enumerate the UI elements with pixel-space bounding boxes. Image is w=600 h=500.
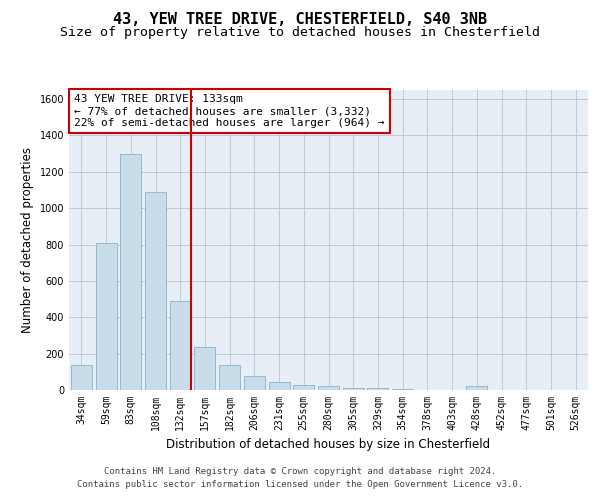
Bar	[120, 154, 141, 390]
Text: 43, YEW TREE DRIVE, CHESTERFIELD, S40 3NB: 43, YEW TREE DRIVE, CHESTERFIELD, S40 3N…	[113, 12, 487, 28]
Y-axis label: Number of detached properties: Number of detached properties	[21, 147, 34, 333]
Bar	[269, 382, 290, 390]
Bar	[170, 301, 191, 390]
X-axis label: Distribution of detached houses by size in Chesterfield: Distribution of detached houses by size …	[166, 438, 491, 452]
Bar	[95, 242, 116, 390]
Bar	[367, 388, 388, 390]
Bar	[293, 384, 314, 390]
Text: Contains HM Land Registry data © Crown copyright and database right 2024.: Contains HM Land Registry data © Crown c…	[104, 467, 496, 476]
Bar	[466, 386, 487, 390]
Bar	[194, 348, 215, 390]
Bar	[219, 366, 240, 390]
Bar	[71, 364, 92, 390]
Bar	[343, 388, 364, 390]
Text: Contains public sector information licensed under the Open Government Licence v3: Contains public sector information licen…	[77, 480, 523, 489]
Bar	[318, 386, 339, 390]
Text: Size of property relative to detached houses in Chesterfield: Size of property relative to detached ho…	[60, 26, 540, 39]
Bar	[244, 376, 265, 390]
Bar	[145, 192, 166, 390]
Text: 43 YEW TREE DRIVE: 133sqm
← 77% of detached houses are smaller (3,332)
22% of se: 43 YEW TREE DRIVE: 133sqm ← 77% of detac…	[74, 94, 385, 128]
